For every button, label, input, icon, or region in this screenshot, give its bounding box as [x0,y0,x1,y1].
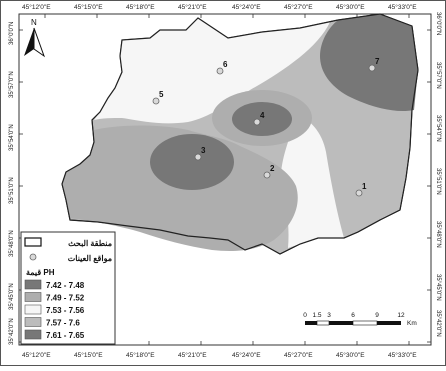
left-tick-label: 35°48'0"N [9,230,15,257]
right-coordinate-labels: 36°0'0"N 35°57'0"N 35°54'0"N 35°51'0"N 3… [435,12,441,337]
north-arrow-icon: N [24,18,45,58]
scale-segment [305,321,317,325]
right-tick-label: 35°54'0"N [435,115,441,142]
top-tick-label: 45°18'0"E [126,3,155,11]
sample-site[interactable]: 1 [355,182,367,197]
sample-site[interactable]: 3 [194,146,206,161]
zone-7-53-7-56-east [280,112,344,248]
bottom-tick-label: 45°21'0"E [178,351,207,359]
legend-site-symbol [29,253,37,261]
site-label: 5 [159,90,164,99]
top-tick-label: 45°12'0"E [22,3,51,11]
scale-unit: Km [407,320,417,327]
study-area-outline [61,13,419,255]
bottom-tick-label: 45°18'0"E [126,351,155,359]
right-tick-label: 36°0'0"N [435,12,441,35]
left-tick-label: 35°45'0"N [9,283,15,310]
top-tick-label: 45°33'0"E [388,3,417,11]
right-tick-label: 35°57'0"N [435,62,441,89]
site-label: 6 [223,60,228,69]
zone-7-53-7-56 [94,18,330,124]
bottom-tick-label: 45°24'0"E [232,351,261,359]
scale-tick-label: 12 [397,312,405,319]
bottom-coordinate-labels: 45°12'0"E 45°15'0"E 45°18'0"E 45°21'0"E … [22,351,417,359]
site-label: 3 [201,146,206,155]
sample-site[interactable]: 4 [253,111,265,126]
bottom-tick-label: 45°12'0"E [22,351,51,359]
site-label: 4 [260,111,265,120]
scale-tick-label: 3 [327,312,331,319]
legend-boundary-symbol [24,237,42,247]
left-tick-label: 35°42'0"N [9,318,15,345]
top-tick-label: 45°15'0"E [74,3,103,11]
top-tick-label: 45°30'0"E [336,3,365,11]
site-label: 7 [375,57,380,66]
sample-site[interactable]: 7 [368,57,380,72]
legend-sites-label: مواقع العينات [68,254,112,264]
legend-class-swatch [24,279,42,290]
left-tick-label: 35°51'0"N [9,177,15,204]
site-label: 1 [362,182,367,191]
scale-segment [316,320,330,326]
scale-tick-label: 0 [303,312,307,319]
right-tick-label: 35°48'0"N [435,221,441,248]
right-tick-label: 35°45'0"N [435,274,441,301]
scale-segment [329,321,353,325]
bottom-tick-label: 45°15'0"E [74,351,103,359]
bottom-tick-label: 45°27'0"E [284,351,313,359]
legend-class-swatch [24,304,42,315]
sample-site[interactable]: 2 [263,164,275,179]
legend-class-label: 7.61 - 7.65 [46,331,85,340]
legend-class-swatch [24,329,42,340]
zone-7-61-7-65 [320,14,418,112]
right-tick-label: 35°51'0"N [435,168,441,195]
site-label: 2 [270,164,275,173]
scale-segment [377,321,401,325]
north-label: N [31,18,37,27]
scale-segment [352,320,378,326]
left-tick-label: 35°57'0"N [9,71,15,98]
scale-bar: 0 1.5 3 6 9 12 Km [303,312,417,327]
bottom-tick-label: 45°30'0"E [336,351,365,359]
zones-layer [61,13,419,255]
zone-7-42-7-48-b [232,102,292,136]
zone-7-42-7-48-a [150,134,234,190]
sample-site[interactable]: 5 [152,90,164,105]
left-tick-label: 36°0'0"N [9,22,15,45]
top-tick-label: 45°24'0"E [232,3,261,11]
legend-class-label: 7.57 - 7.6 [46,319,80,328]
legend-class-label: 7.42 - 7.48 [46,281,85,290]
scale-tick-label: 9 [375,312,379,319]
sample-sites: 1 2 3 4 5 6 7 [152,57,380,197]
left-coordinate-labels: 36°0'0"N 35°57'0"N 35°54'0"N 35°51'0"N 3… [9,22,15,345]
legend-classes: 7.42 - 7.48 7.49 - 7.52 7.53 - 7.56 7.57 - … [24,279,85,340]
legend-class-swatch [24,317,42,327]
legend-ph-title: قيمة PH [26,268,55,277]
right-tick-label: 35°42'0"N [435,310,441,337]
top-tick-label: 45°27'0"E [284,3,313,11]
legend-class-label: 7.49 - 7.52 [46,294,85,303]
top-tick-label: 45°21'0"E [178,3,207,11]
sample-site[interactable]: 6 [216,60,228,75]
legend: منطقة البحث مواقع العينات قيمة PH 7.42 -… [20,231,116,345]
legend-class-swatch [24,292,42,302]
scale-tick-label: 6 [351,312,355,319]
bottom-tick-label: 45°33'0"E [388,351,417,359]
left-tick-label: 35°54'0"N [9,124,15,151]
legend-class-label: 7.53 - 7.56 [46,306,85,315]
top-coordinate-labels: 45°12'0"E 45°15'0"E 45°18'0"E 45°21'0"E … [22,3,417,11]
legend-boundary-label: منطقة البحث [68,239,112,248]
scale-tick-label: 1.5 [312,312,321,319]
